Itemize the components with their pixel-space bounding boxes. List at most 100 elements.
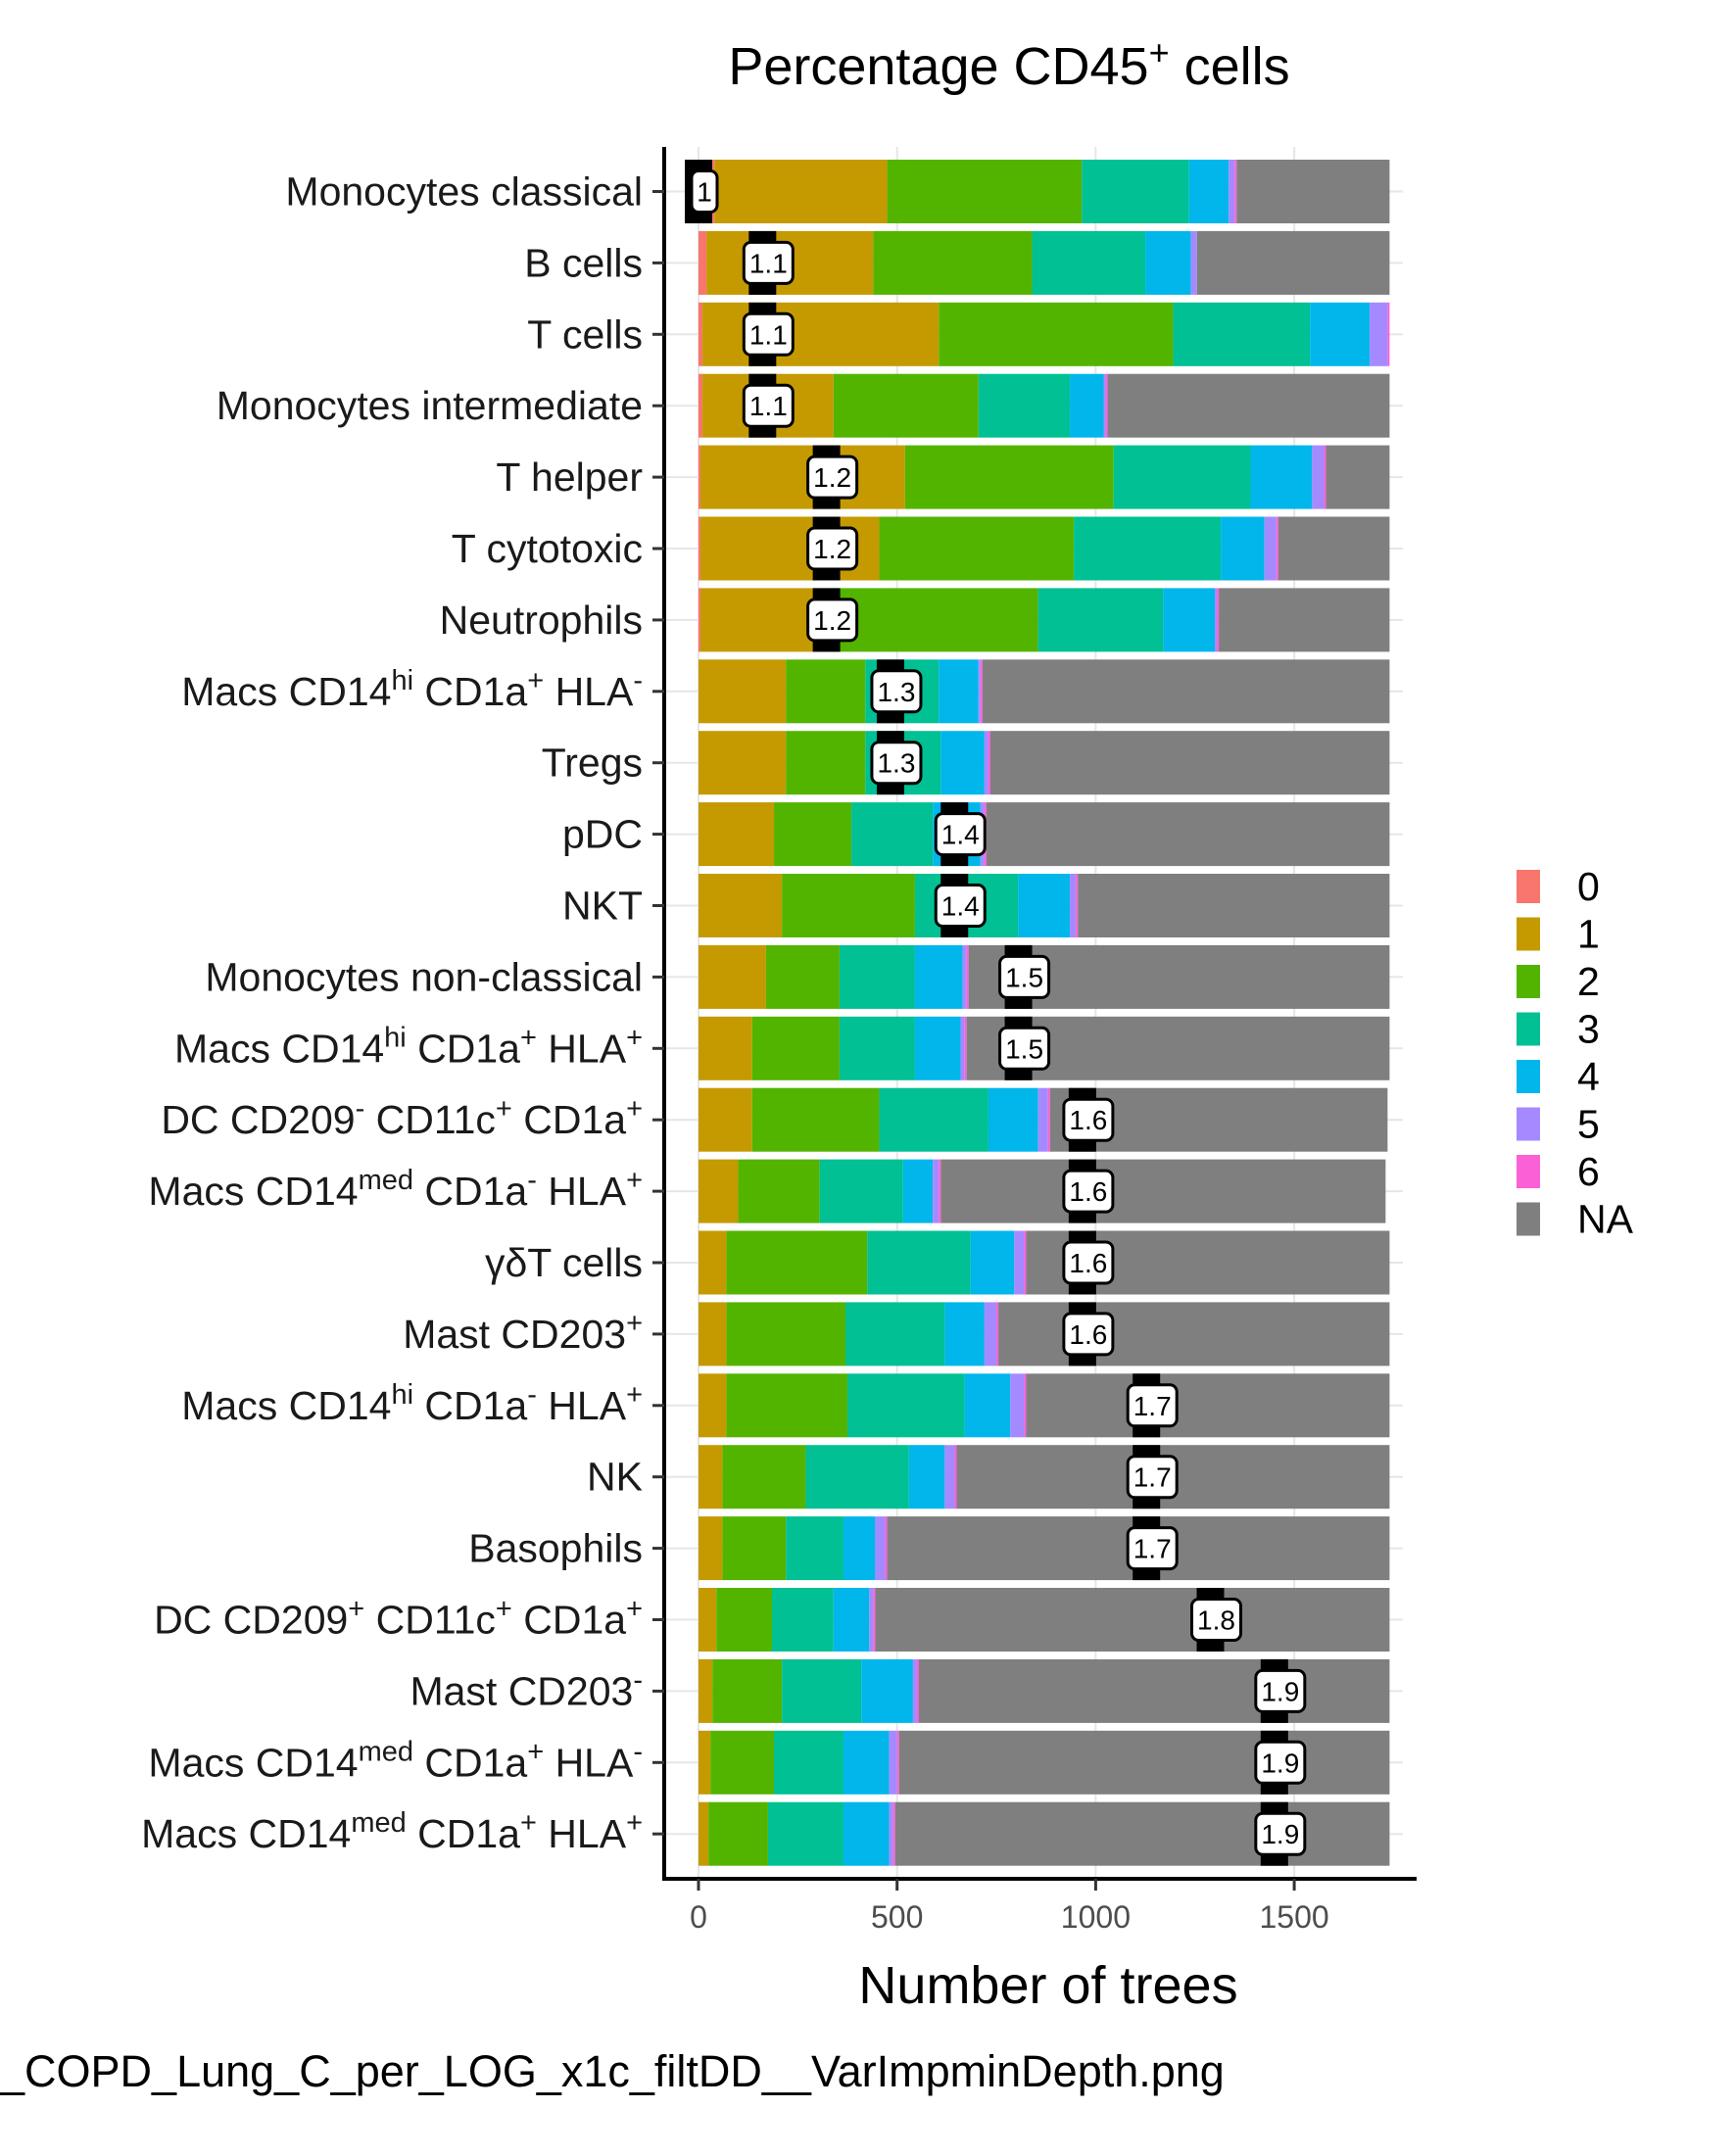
bar-segment-2 <box>879 516 1075 581</box>
bar-segment-2 <box>939 302 1174 366</box>
category-label-part: Macs CD14 <box>148 1169 358 1214</box>
bar-segment-3 <box>879 1087 988 1152</box>
bar-segment-6 <box>1276 516 1278 581</box>
category-label: T cytotoxic <box>452 526 643 571</box>
legend-label: 1 <box>1577 912 1600 957</box>
bar-row <box>699 1087 1388 1152</box>
category-label-part: Macs CD14 <box>148 1740 358 1785</box>
category-label-part: - <box>633 665 643 696</box>
mean-label-box <box>1254 1740 1307 1785</box>
mean-label: 1.2 <box>813 605 851 636</box>
category-label-part: CD1a <box>512 1097 626 1142</box>
bar-segment-1 <box>699 1658 713 1723</box>
mean-label: 1.4 <box>941 891 980 922</box>
legend-swatch <box>1517 1012 1540 1046</box>
bar-segment-1 <box>699 944 766 1009</box>
category-label-part: NK <box>587 1455 643 1500</box>
bar-segment-2 <box>738 1159 820 1223</box>
title-rest: cells <box>1170 37 1290 96</box>
mean-marker: 1.4 <box>934 874 987 937</box>
legend-item: 2 <box>1517 959 1600 1004</box>
mean-marker: 1 <box>685 160 719 223</box>
mean-marker: 1.6 <box>1062 1159 1115 1223</box>
mean-label-box <box>1062 1312 1115 1357</box>
bar-segment-2 <box>722 1445 806 1509</box>
category-label-part: γδT cells <box>485 1240 643 1285</box>
category-label-part: Monocytes non-classical <box>205 954 643 999</box>
bar-segment-1 <box>699 1016 752 1080</box>
category-label-part: Monocytes classical <box>285 169 643 215</box>
mean-label: 1.3 <box>877 748 915 779</box>
bar-segment-NA <box>1236 160 1390 223</box>
bar-segment-5 <box>978 659 981 724</box>
bar-segment-4 <box>1310 302 1371 366</box>
bar-segment-2 <box>833 373 979 438</box>
category-label-part: CD1a <box>407 1811 520 1856</box>
legend-label: 2 <box>1577 959 1600 1004</box>
bar-segment-1 <box>699 874 783 937</box>
category-label-part: + <box>496 1594 512 1625</box>
bar-segment-2 <box>904 445 1114 509</box>
bar-segment-0 <box>699 588 701 652</box>
bar-segment-1 <box>699 1087 752 1152</box>
category-label: pDC <box>562 812 643 857</box>
category-label: NKT <box>562 884 643 929</box>
caption: _COPD_Lung_C_per_LOG_x1c_filtDD__VarImpm… <box>0 2046 1225 2096</box>
bar-row <box>699 1159 1386 1223</box>
bar-segment-4 <box>914 944 963 1009</box>
bar-segment-2 <box>726 1230 868 1295</box>
bar-segment-1 <box>700 445 905 509</box>
bar-row <box>699 1588 1390 1652</box>
bar-segment-NA <box>1277 516 1390 581</box>
category-label: T cells <box>527 311 643 357</box>
bar-segment-6 <box>896 1730 899 1795</box>
bar-segment-3 <box>774 1730 843 1795</box>
mean-label: 1.5 <box>1005 962 1043 992</box>
mean-label: 1.6 <box>1069 1319 1107 1350</box>
bar-segment-3 <box>819 1159 903 1223</box>
bar-segment-NA <box>1078 874 1390 937</box>
bar-segment-4 <box>944 1302 985 1366</box>
category-label-part: - <box>633 1664 643 1696</box>
bar-segment-0 <box>699 516 701 581</box>
bar-row <box>699 1516 1390 1581</box>
bar-segment-NA <box>918 1658 1390 1723</box>
category-label: Macs CD14med CD1a+ HLA+ <box>141 1807 643 1856</box>
bar-segment-5 <box>1070 874 1077 937</box>
mean-label-box <box>1126 1455 1179 1500</box>
mean-label: 1.2 <box>813 534 851 564</box>
mean-marker: 1.2 <box>806 588 859 652</box>
bar-segment-4 <box>964 1373 1011 1438</box>
bar-segment-4 <box>908 1445 945 1509</box>
legend-item: 0 <box>1517 864 1600 909</box>
category-label: Macs CD14hi CD1a+ HLA- <box>181 665 643 714</box>
bar-segment-5 <box>960 1016 965 1080</box>
bar-segment-4 <box>843 1730 890 1795</box>
bar-segment-5 <box>875 1516 886 1581</box>
mean-marker: 1.3 <box>870 659 923 724</box>
bar-segment-2 <box>751 1016 840 1080</box>
bar-segment-2 <box>716 1588 772 1652</box>
mean-marker: 1.9 <box>1254 1658 1307 1723</box>
bar-segment-4 <box>939 659 979 724</box>
bar-segment-1 <box>699 1159 739 1223</box>
bar-segment-2 <box>887 160 1083 223</box>
category-label: Macs CD14hi CD1a+ HLA+ <box>174 1022 643 1071</box>
category-label: Mast CD203- <box>410 1664 643 1713</box>
bar-row <box>699 802 1390 867</box>
mean-label: 1.8 <box>1197 1605 1235 1636</box>
bar-segment-1 <box>699 1373 727 1438</box>
bar-segment-5 <box>1103 373 1106 438</box>
legend-item: 6 <box>1517 1149 1600 1194</box>
bar-segment-3 <box>978 373 1071 438</box>
bar-segment-2 <box>708 1801 768 1866</box>
mean-marker: 1.7 <box>1126 1445 1179 1509</box>
category-label-part: Macs CD14 <box>181 1383 391 1428</box>
category-label-part: + <box>626 1379 643 1411</box>
mean-label: 1.7 <box>1133 1534 1172 1564</box>
legend-label: NA <box>1577 1197 1634 1242</box>
chart-title: Percentage CD45+ cells <box>728 32 1289 97</box>
category-label: Mast CD203+ <box>403 1308 643 1357</box>
mean-marker: 1.6 <box>1062 1230 1115 1295</box>
